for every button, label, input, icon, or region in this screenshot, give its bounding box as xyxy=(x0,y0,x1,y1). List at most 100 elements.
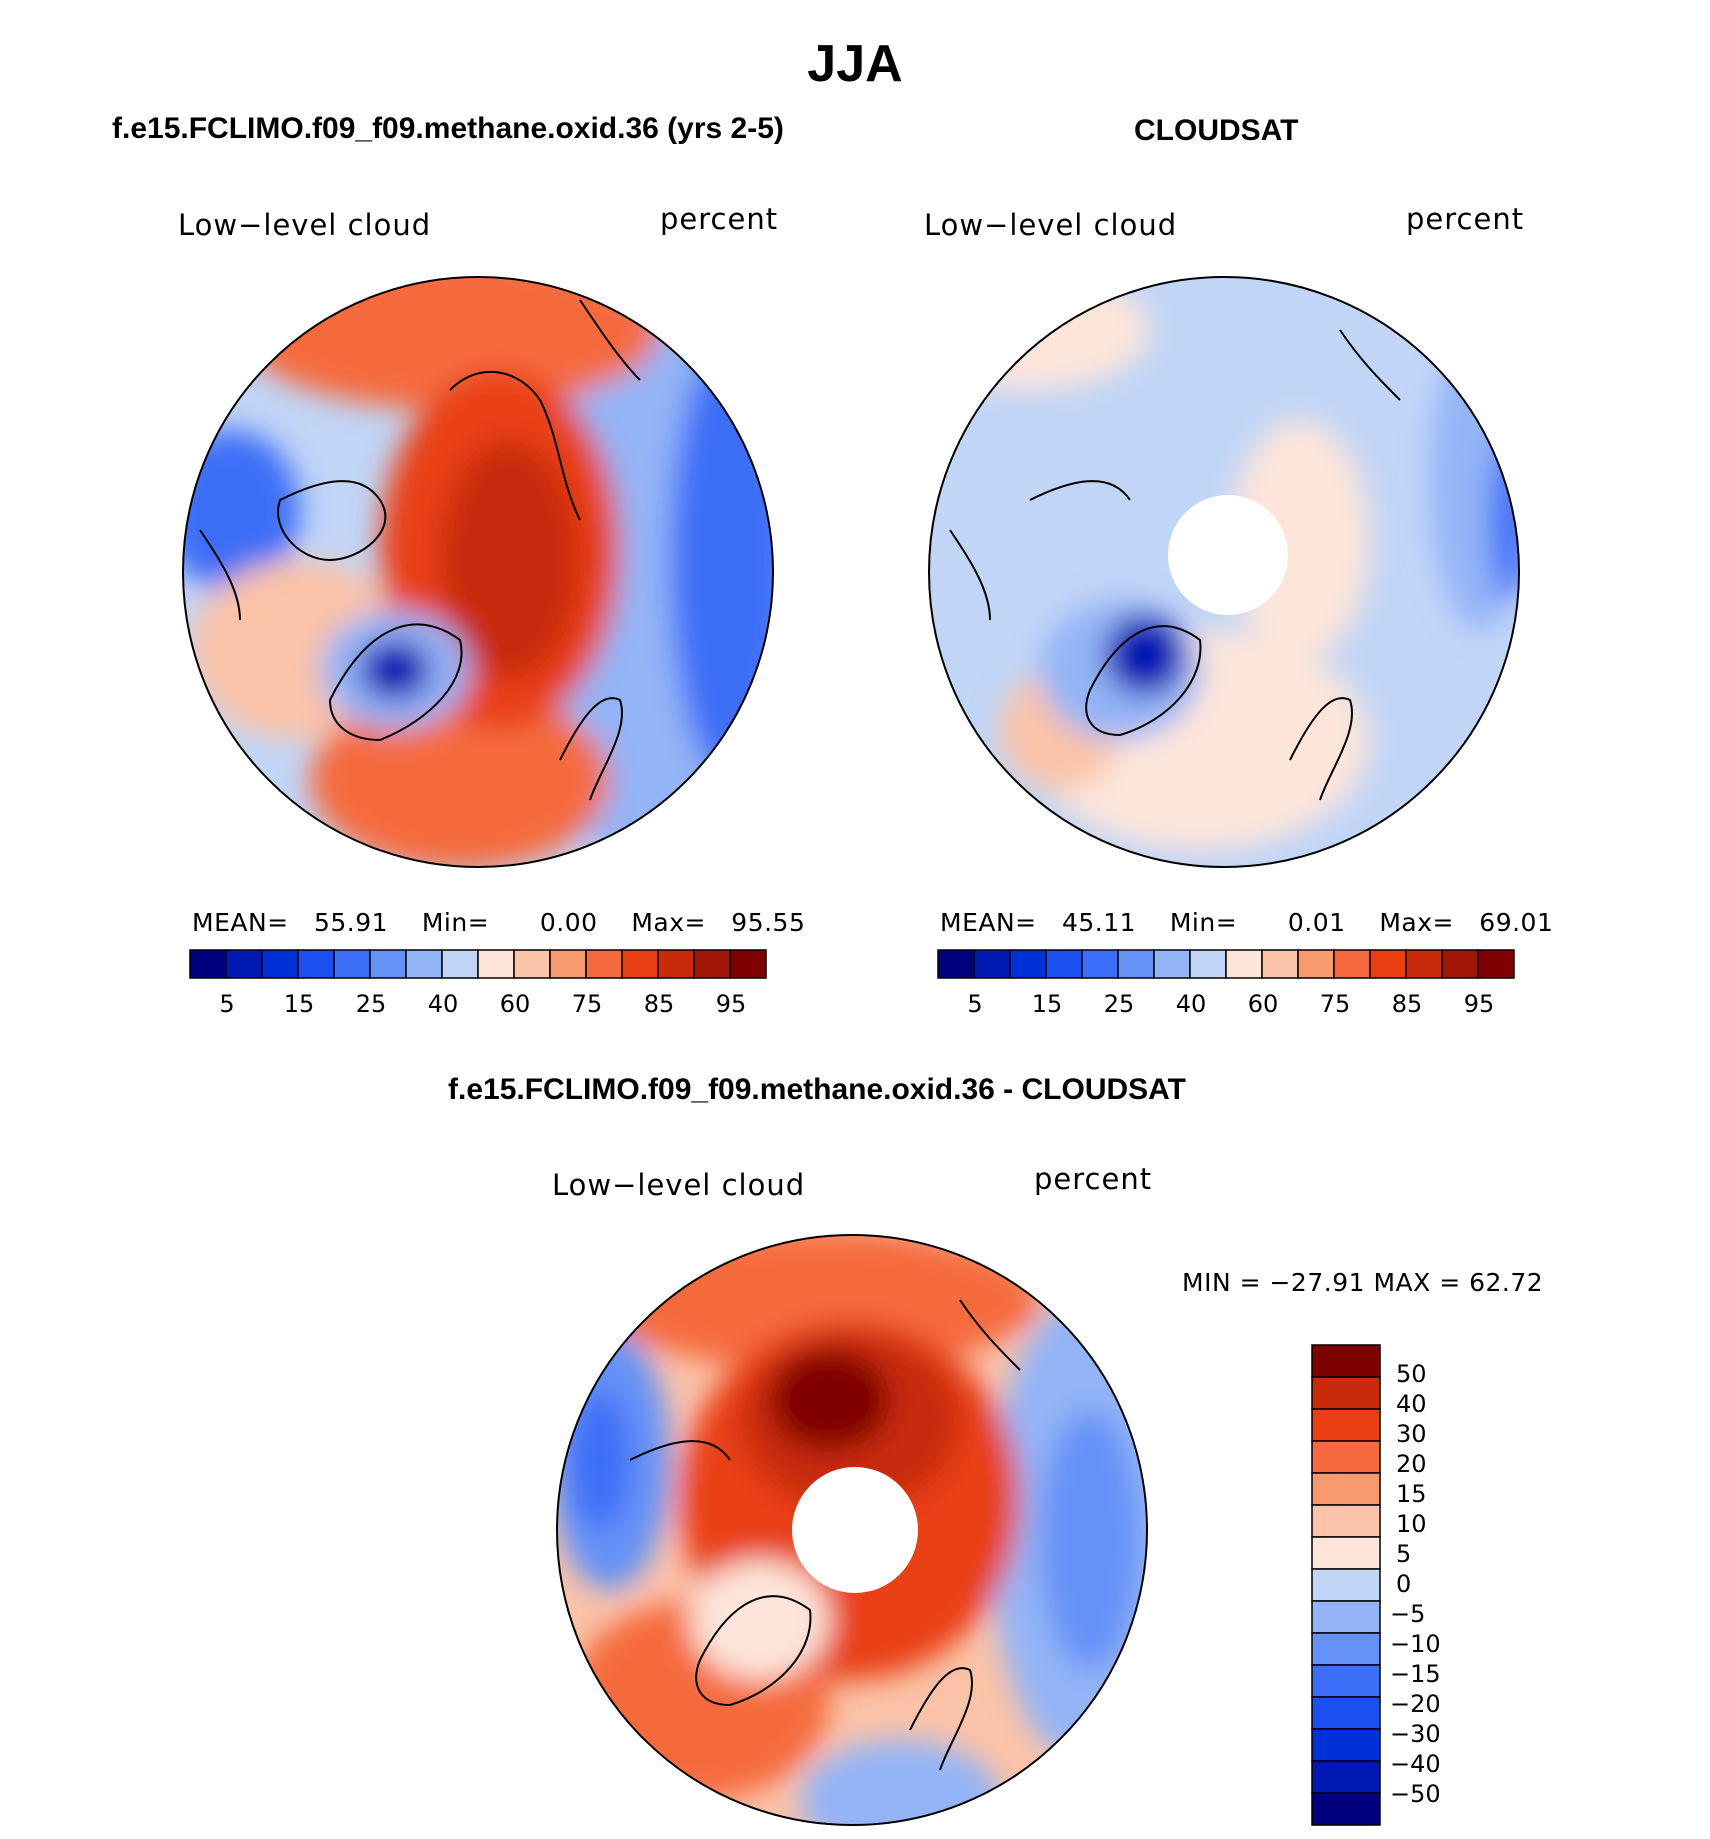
colorbar-swatch xyxy=(261,949,299,979)
colorbar-tick: −30 xyxy=(1390,1720,1441,1748)
obs-variable-label: Low−level cloud xyxy=(924,208,1178,242)
colorbar-tick: 60 xyxy=(499,990,531,1018)
model-max-label: Max= xyxy=(631,908,706,937)
colorbar-tick: −40 xyxy=(1390,1750,1441,1778)
obs-map xyxy=(928,276,1520,868)
diff-missing-data-hole xyxy=(792,1467,918,1593)
colorbar-tick: 15 xyxy=(1031,990,1063,1018)
colorbar-swatch xyxy=(189,949,227,979)
diff-colorbar xyxy=(1311,1344,1381,1826)
colorbar-swatch xyxy=(1441,949,1479,979)
obs-min-label: Min= xyxy=(1169,908,1238,937)
colorbar-tick: 50 xyxy=(1396,1360,1427,1388)
obs-case-title: CLOUDSAT xyxy=(1134,114,1299,147)
colorbar-swatch xyxy=(937,949,975,979)
colorbar-swatch xyxy=(1117,949,1155,979)
colorbar-swatch xyxy=(1045,949,1083,979)
obs-min-value: 0.01 xyxy=(1287,908,1346,937)
model-units-label: percent xyxy=(660,202,779,236)
colorbar-swatch xyxy=(973,949,1011,979)
colorbar-tick: 60 xyxy=(1247,990,1279,1018)
colorbar-tick: 5 xyxy=(219,990,235,1018)
colorbar-swatch xyxy=(1225,949,1263,979)
model-map-border xyxy=(182,276,774,868)
colorbar-swatch xyxy=(297,949,335,979)
colorbar-tick: −15 xyxy=(1390,1660,1441,1688)
obs-mean-label: MEAN= xyxy=(940,908,1037,937)
colorbar-swatch xyxy=(1189,949,1227,979)
diff-variable-label: Low−level cloud xyxy=(552,1168,806,1202)
colorbar-tick: 5 xyxy=(967,990,983,1018)
figure-title: JJA xyxy=(807,35,903,93)
colorbar-swatch xyxy=(1311,1504,1381,1538)
colorbar-tick: 40 xyxy=(1175,990,1207,1018)
obs-stats: MEAN= 45.11 Min= 0.01 Max= 69.01 xyxy=(940,908,1553,937)
colorbar-tick: 25 xyxy=(1103,990,1135,1018)
colorbar-tick: 40 xyxy=(1396,1390,1427,1418)
model-max-value: 95.55 xyxy=(731,908,806,937)
obs-map-border xyxy=(928,276,1520,868)
colorbar-swatch xyxy=(1153,949,1191,979)
colorbar-tick: 25 xyxy=(355,990,387,1018)
colorbar-swatch xyxy=(1311,1440,1381,1474)
colorbar-swatch xyxy=(1311,1472,1381,1506)
colorbar-swatch xyxy=(1311,1632,1381,1666)
colorbar-tick: 95 xyxy=(1463,990,1495,1018)
colorbar-tick: −5 xyxy=(1390,1600,1426,1628)
colorbar-tick: −10 xyxy=(1390,1630,1441,1658)
model-map xyxy=(182,276,774,868)
colorbar-swatch xyxy=(441,949,479,979)
colorbar-swatch xyxy=(1311,1760,1381,1794)
diff-map xyxy=(556,1234,1148,1826)
model-colorbar xyxy=(189,949,767,979)
colorbar-swatch xyxy=(657,949,695,979)
model-min-label: Min= xyxy=(421,908,490,937)
colorbar-tick: 95 xyxy=(715,990,747,1018)
obs-colorbar xyxy=(937,949,1515,979)
colorbar-tick: 85 xyxy=(643,990,675,1018)
colorbar-swatch xyxy=(1405,949,1443,979)
colorbar-swatch xyxy=(369,949,407,979)
colorbar-tick: 5 xyxy=(1396,1540,1412,1568)
colorbar-swatch xyxy=(1311,1536,1381,1570)
colorbar-swatch xyxy=(1311,1664,1381,1698)
colorbar-tick: 40 xyxy=(427,990,459,1018)
colorbar-tick: 75 xyxy=(571,990,603,1018)
colorbar-tick: 75 xyxy=(1319,990,1351,1018)
diff-case-title: f.e15.FCLIMO.f09_f09.methane.oxid.36 - C… xyxy=(448,1073,1186,1106)
model-case-title: f.e15.FCLIMO.f09_f09.methane.oxid.36 (yr… xyxy=(112,112,784,145)
obs-units-label: percent xyxy=(1406,202,1525,236)
colorbar-swatch xyxy=(1311,1696,1381,1730)
colorbar-swatch xyxy=(693,949,731,979)
colorbar-swatch xyxy=(585,949,623,979)
colorbar-swatch xyxy=(1081,949,1119,979)
model-variable-label: Low−level cloud xyxy=(178,208,432,242)
colorbar-swatch xyxy=(1311,1376,1381,1410)
colorbar-swatch xyxy=(1311,1600,1381,1634)
obs-missing-data-hole xyxy=(1168,495,1288,615)
colorbar-tick: 15 xyxy=(283,990,315,1018)
colorbar-swatch xyxy=(333,949,371,979)
colorbar-swatch xyxy=(1009,949,1047,979)
colorbar-swatch xyxy=(729,949,767,979)
colorbar-swatch xyxy=(405,949,443,979)
colorbar-swatch xyxy=(1297,949,1335,979)
colorbar-swatch xyxy=(1369,949,1407,979)
model-mean-value: 55.91 xyxy=(313,908,389,937)
colorbar-swatch xyxy=(1311,1408,1381,1442)
colorbar-tick: 0 xyxy=(1396,1570,1412,1598)
obs-mean-value: 45.11 xyxy=(1061,908,1137,937)
colorbar-tick: 15 xyxy=(1396,1480,1427,1508)
model-mean-label: MEAN= xyxy=(192,908,289,937)
colorbar-swatch xyxy=(1261,949,1299,979)
obs-max-value: 69.01 xyxy=(1479,908,1554,937)
colorbar-swatch xyxy=(1311,1568,1381,1602)
colorbar-swatch xyxy=(1311,1728,1381,1762)
colorbar-swatch xyxy=(1311,1792,1381,1826)
colorbar-tick: 30 xyxy=(1396,1420,1427,1448)
diff-map-border xyxy=(556,1234,1148,1826)
colorbar-swatch xyxy=(225,949,263,979)
colorbar-swatch xyxy=(1333,949,1371,979)
colorbar-tick: 85 xyxy=(1391,990,1423,1018)
